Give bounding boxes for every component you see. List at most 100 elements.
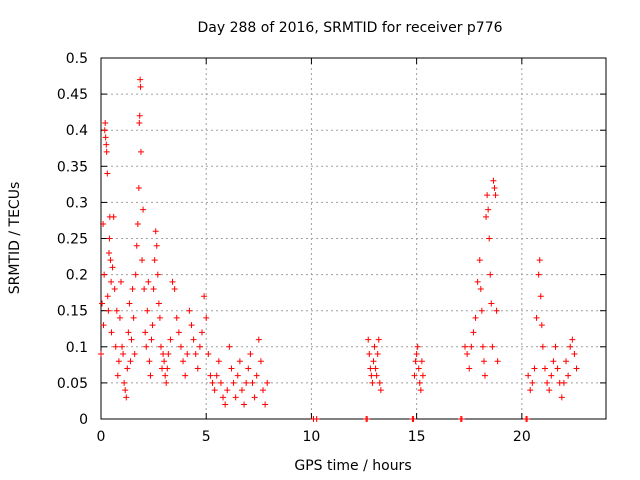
data-point (539, 343, 546, 350)
data-point (413, 351, 420, 358)
y-tick-label: 0.45 (57, 87, 88, 103)
data-point (171, 286, 178, 293)
data-point (180, 358, 187, 365)
data-point (470, 329, 477, 336)
data-point (192, 351, 199, 358)
data-point (535, 271, 542, 278)
data-point (116, 314, 123, 321)
data-point (365, 336, 372, 343)
x-tick-label: 15 (408, 429, 426, 445)
data-point (552, 343, 559, 350)
data-point (488, 300, 495, 307)
data-point (492, 192, 499, 199)
data-point (190, 336, 197, 343)
y-axis-label: SRMTID / TECUs (7, 182, 23, 295)
data-point (124, 365, 131, 372)
data-point (127, 358, 134, 365)
data-point (565, 372, 572, 379)
data-point (468, 343, 475, 350)
data-point (205, 351, 212, 358)
chart-title: Day 288 of 2016, SRMTID for receiver p77… (197, 20, 502, 36)
data-point (157, 343, 164, 350)
data-point (128, 336, 135, 343)
data-point (154, 271, 161, 278)
data-point (255, 336, 262, 343)
data-point (121, 379, 128, 386)
data-point (541, 365, 548, 372)
data-point (113, 307, 120, 314)
data-point (573, 365, 580, 372)
data-point (103, 141, 110, 148)
data-point (546, 387, 553, 394)
data-point (196, 343, 203, 350)
data-point (260, 387, 267, 394)
data-point (416, 379, 423, 386)
data-point (101, 127, 108, 134)
data-point (135, 184, 142, 191)
data-point (418, 358, 425, 365)
data-point (466, 365, 473, 372)
data-point (472, 314, 479, 321)
data-point (476, 257, 483, 264)
data-point (371, 343, 378, 350)
data-point (550, 358, 557, 365)
data-point (143, 343, 150, 350)
y-tick-label: 0.3 (66, 195, 88, 211)
data-point (132, 271, 139, 278)
data-point (115, 358, 122, 365)
data-point (169, 278, 176, 285)
data-point (152, 228, 159, 235)
data-points (98, 76, 580, 422)
data-point (209, 379, 216, 386)
data-point (410, 416, 417, 422)
data-point (150, 286, 157, 293)
data-point (226, 343, 233, 350)
data-point (137, 76, 144, 83)
data-point (367, 365, 374, 372)
data-point (117, 278, 124, 285)
data-point (533, 314, 540, 321)
data-point (119, 343, 126, 350)
data-point (215, 358, 222, 365)
data-point (247, 351, 254, 358)
data-point (368, 372, 375, 379)
data-point (165, 351, 172, 358)
data-point (182, 372, 189, 379)
data-point (105, 249, 112, 256)
data-point (108, 278, 115, 285)
data-point (148, 336, 155, 343)
data-point (524, 416, 531, 422)
data-point (188, 322, 195, 329)
data-point (538, 322, 545, 329)
data-point (241, 401, 248, 408)
y-tick-label: 0.1 (66, 340, 88, 356)
x-tick-label: 10 (303, 429, 321, 445)
data-point (122, 387, 129, 394)
data-point (372, 365, 379, 372)
data-point (537, 293, 544, 300)
y-tick-label: 0.35 (57, 159, 88, 175)
data-point (211, 387, 218, 394)
data-point (529, 379, 536, 386)
data-point (156, 314, 163, 321)
data-point (167, 336, 174, 343)
data-point (251, 394, 258, 401)
data-point (159, 365, 166, 372)
data-point (493, 307, 500, 314)
data-point (222, 401, 229, 408)
data-point (177, 343, 184, 350)
data-point (186, 307, 193, 314)
data-point (262, 401, 269, 408)
data-point (130, 314, 137, 321)
data-point (104, 293, 111, 300)
data-point (194, 365, 201, 372)
data-point (375, 336, 382, 343)
data-point (370, 358, 377, 365)
data-point (114, 372, 121, 379)
data-point (491, 184, 498, 191)
data-point (100, 322, 107, 329)
data-point (369, 379, 376, 386)
data-point (134, 221, 141, 228)
data-point (100, 221, 107, 228)
data-point (151, 257, 158, 264)
